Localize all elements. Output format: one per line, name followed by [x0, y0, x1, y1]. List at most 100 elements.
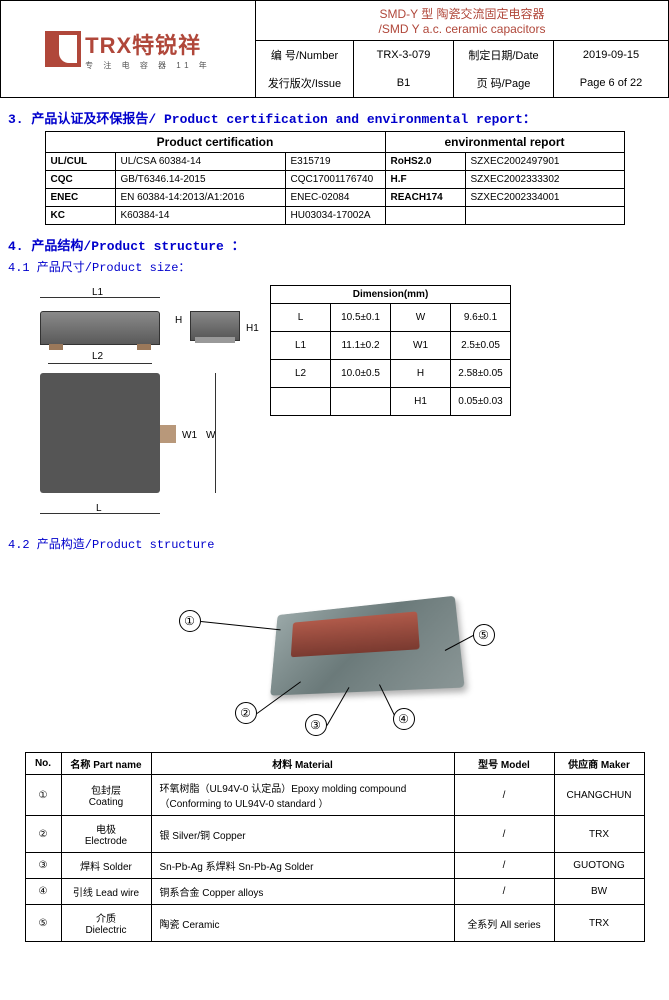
cert-cell: CQC17001176740: [285, 171, 385, 189]
section42-heading: 4.2 产品构造/Product structure: [8, 535, 661, 552]
mat-maker: BW: [554, 879, 644, 905]
mat-th-material: 材料 Material: [151, 753, 454, 775]
env-header: environmental report: [385, 132, 624, 153]
page-label: 页 码/Page: [454, 69, 554, 97]
certification-table: Product certification environmental repo…: [45, 131, 625, 225]
section41-heading: 4.1 产品尺寸/Product size：: [8, 258, 661, 275]
mat-no: ①: [25, 775, 61, 816]
callout-4: ④: [393, 708, 415, 730]
section4-heading: 4. 产品结构/Product structure ：: [8, 235, 661, 254]
mat-no: ⑤: [25, 905, 61, 942]
product-size-drawing: L1 L2 H H1 W1 W L: [20, 281, 240, 521]
callout-5: ⑤: [473, 624, 495, 646]
mat-part: 焊料 Solder: [61, 853, 151, 879]
dim-label-L2: L2: [92, 351, 103, 362]
mat-material: Sn-Pb-Ag 系焊料 Sn-Pb-Ag Solder: [151, 853, 454, 879]
mat-maker: TRX: [554, 905, 644, 942]
mat-material: 环氧树脂（UL94V-0 认定品）Epoxy molding compound …: [151, 775, 454, 816]
header-table: TRX特锐祥 专 注 电 容 器 11 年 SMD-Y 型 陶瓷交流固定电容器 …: [0, 0, 669, 98]
mat-th-maker: 供应商 Maker: [554, 753, 644, 775]
mat-model: /: [454, 775, 554, 816]
cert-cell: K60384-14: [115, 207, 285, 225]
mat-no: ②: [25, 816, 61, 853]
dim-cell: 0.05±0.03: [451, 388, 511, 416]
dim-label-W1: W1: [182, 430, 197, 441]
mat-maker: TRX: [554, 816, 644, 853]
mat-model: /: [454, 853, 554, 879]
dim-cell: [331, 388, 391, 416]
cert-cell: CQC: [45, 171, 115, 189]
issue-label: 发行版次/Issue: [256, 69, 354, 97]
mat-maker: GUOTONG: [554, 853, 644, 879]
dim-table-header: Dimension(mm): [271, 286, 511, 304]
issue-value: B1: [354, 69, 454, 97]
logo-mark: [45, 31, 81, 67]
mat-th-no: No.: [25, 753, 61, 775]
env-cell: SZXEC2002497901: [465, 153, 624, 171]
dim-cell: 2.58±0.05: [451, 360, 511, 388]
mat-maker: CHANGCHUN: [554, 775, 644, 816]
date-label: 制定日期/Date: [454, 41, 554, 69]
logo-tagline: 专 注 电 容 器 11 年: [85, 60, 211, 71]
product-structure-diagram: ① ② ③ ④ ⑤: [135, 562, 535, 732]
mat-part: 包封层Coating: [61, 775, 151, 816]
dim-label-H1: H1: [246, 323, 259, 334]
mat-model: /: [454, 816, 554, 853]
dim-cell: 10.5±0.1: [331, 304, 391, 332]
mat-part: 介质Dielectric: [61, 905, 151, 942]
dim-cell: 9.6±0.1: [451, 304, 511, 332]
logo-cell: TRX特锐祥 专 注 电 容 器 11 年: [1, 1, 256, 97]
callout-1: ①: [179, 610, 201, 632]
dim-cell: L2: [271, 360, 331, 388]
mat-model: 全系列 All series: [454, 905, 554, 942]
logo-text: TRX特锐祥: [85, 28, 211, 60]
env-cell: H.F: [385, 171, 465, 189]
cert-cell: GB/T6346.14-2015: [115, 171, 285, 189]
callout-3: ③: [305, 714, 327, 736]
page-value: Page 6 of 22: [554, 69, 668, 97]
cert-cell: ENEC-02084: [285, 189, 385, 207]
cert-cell: E315719: [285, 153, 385, 171]
mat-no: ④: [25, 879, 61, 905]
env-cell: REACH174: [385, 189, 465, 207]
dim-cell: H: [391, 360, 451, 388]
dim-label-H: H: [175, 315, 182, 326]
cert-header: Product certification: [45, 132, 385, 153]
mat-material: 陶瓷 Ceramic: [151, 905, 454, 942]
doc-title: SMD-Y 型 陶瓷交流固定电容器 /SMD Y a.c. ceramic ca…: [256, 1, 668, 41]
mat-material: 银 Silver/铜 Copper: [151, 816, 454, 853]
date-value: 2019-09-15: [554, 41, 668, 69]
mat-th-part: 名称 Part name: [61, 753, 151, 775]
dim-cell: H1: [391, 388, 451, 416]
env-cell: SZXEC2002334001: [465, 189, 624, 207]
dimension-table: Dimension(mm) L 10.5±0.1 W 9.6±0.1 L1 11…: [270, 285, 511, 416]
callout-2: ②: [235, 702, 257, 724]
dim-cell: 10.0±0.5: [331, 360, 391, 388]
mat-no: ③: [25, 853, 61, 879]
section3-heading: 3. 产品认证及环保报告/ Product certification and …: [8, 108, 661, 127]
mat-part: 电极Electrode: [61, 816, 151, 853]
dim-cell: 2.5±0.05: [451, 332, 511, 360]
material-table: No. 名称 Part name 材料 Material 型号 Model 供应…: [25, 752, 645, 942]
env-cell: SZXEC2002333302: [465, 171, 624, 189]
mat-material: 铜系合金 Copper alloys: [151, 879, 454, 905]
mat-th-model: 型号 Model: [454, 753, 554, 775]
cert-cell: UL/CSA 60384-14: [115, 153, 285, 171]
env-cell: [385, 207, 465, 225]
title-cn: SMD-Y 型 陶瓷交流固定电容器: [379, 7, 544, 21]
cert-cell: KC: [45, 207, 115, 225]
dim-cell: W1: [391, 332, 451, 360]
dim-cell: 11.1±0.2: [331, 332, 391, 360]
mat-part: 引线 Lead wire: [61, 879, 151, 905]
cert-cell: UL/CUL: [45, 153, 115, 171]
env-cell: [465, 207, 624, 225]
dim-cell: [271, 388, 331, 416]
cert-cell: HU03034-17002A: [285, 207, 385, 225]
cert-cell: ENEC: [45, 189, 115, 207]
title-en: /SMD Y a.c. ceramic capacitors: [379, 22, 546, 36]
number-value: TRX-3-079: [354, 41, 454, 69]
cert-cell: EN 60384-14:2013/A1:2016: [115, 189, 285, 207]
number-label: 编 号/Number: [256, 41, 354, 69]
mat-model: /: [454, 879, 554, 905]
env-cell: RoHS2.0: [385, 153, 465, 171]
